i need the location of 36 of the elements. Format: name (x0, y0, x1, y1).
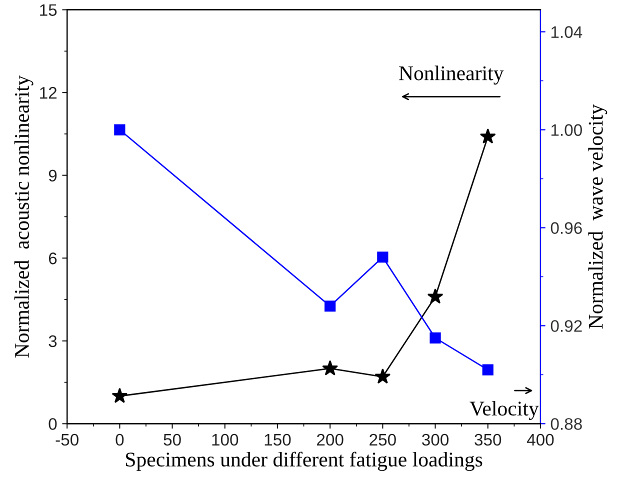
point (480, 128, 496, 144)
y2-tick-label: 0.96 (550, 222, 582, 234)
point (114, 124, 126, 136)
y2-tick-label: 0.88 (550, 418, 582, 430)
y-tick-label: 9 (48, 170, 57, 182)
annotation: Nonlinearity (399, 66, 504, 85)
x-tick-label: 100 (212, 434, 238, 446)
x-tick-label: -50 (56, 434, 78, 446)
x-tick-label: 200 (317, 434, 344, 446)
y2-tick-label: 0.92 (550, 320, 582, 332)
y-tick-label: 15 (40, 4, 57, 16)
x-tick-label: 150 (264, 434, 291, 446)
x-tick-label: 50 (164, 434, 181, 446)
point (482, 364, 494, 376)
y2-tick-label: 1.00 (551, 124, 582, 136)
y-axis-title: Normalized acoustic nonlinearity (14, 75, 34, 358)
y2-tick-label: 1.04 (551, 26, 582, 38)
point (374, 368, 391, 384)
annotation: Velocity (470, 400, 539, 420)
x-axis-title: Specimens under different fatigue loadings (126, 452, 482, 471)
y-tick-label: 3 (48, 335, 57, 348)
point (324, 300, 336, 312)
x-tick-label: 0 (116, 434, 124, 446)
y-tick-label: 6 (48, 252, 57, 264)
point (112, 388, 128, 403)
x-tick-label: 300 (422, 434, 449, 446)
x-tick-label: 250 (370, 434, 396, 446)
x-tick-label: 400 (526, 434, 554, 446)
point (430, 332, 441, 344)
point (427, 288, 444, 304)
y2-axis-title: Normalized wave velocity (588, 104, 608, 329)
point (377, 252, 388, 263)
x-tick-label: 350 (474, 434, 502, 446)
y-tick-label: 0 (48, 418, 57, 430)
y-tick-label: 12 (40, 86, 57, 99)
point (322, 360, 338, 376)
